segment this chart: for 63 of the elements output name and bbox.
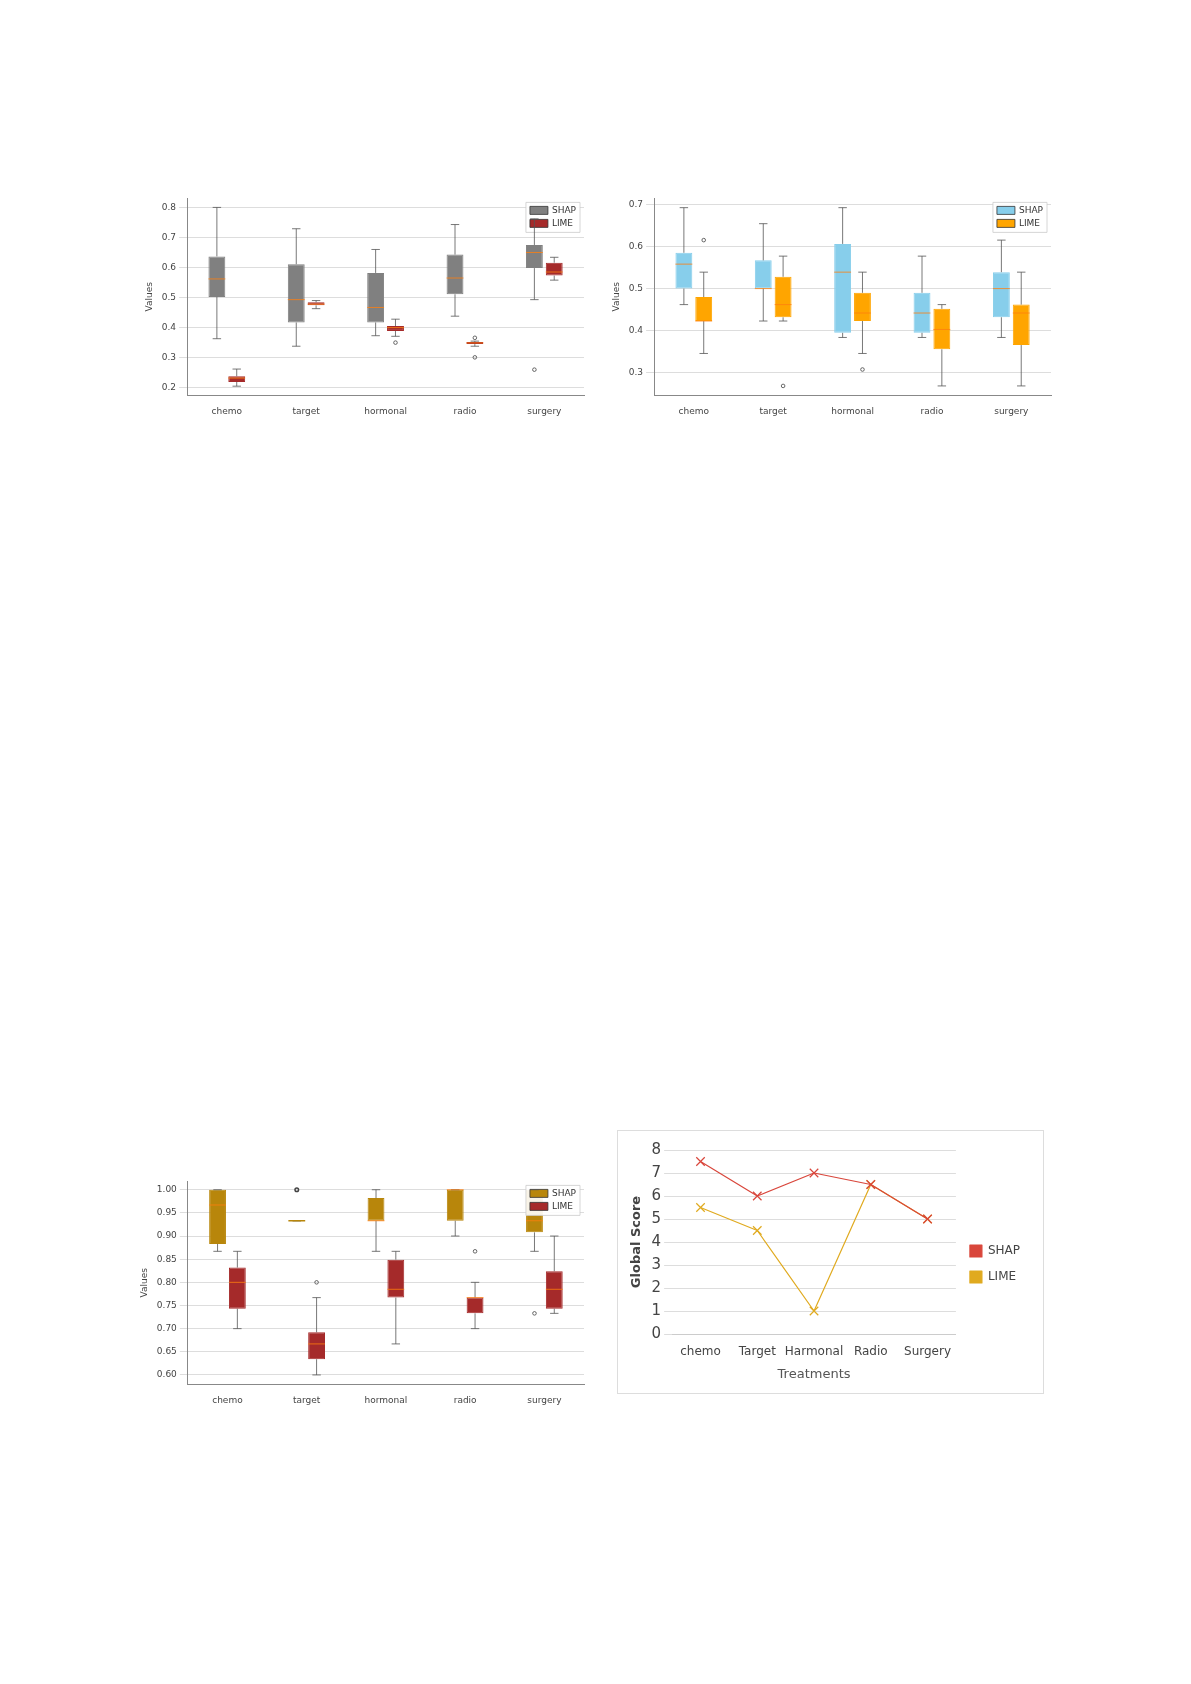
- x-tick-label: target: [759, 405, 788, 416]
- y-tick-label: 6: [651, 1185, 662, 1204]
- x-tick-label: surgery: [994, 405, 1030, 416]
- y-tick-label: 0.6: [161, 261, 177, 272]
- y-tick-label: 3: [651, 1254, 662, 1273]
- x-axis-title: Treatments: [776, 1365, 851, 1381]
- y-tick-label: 0.7: [161, 231, 177, 242]
- x-tick-label: Target: [737, 1344, 777, 1359]
- y-tick-label: 0: [651, 1323, 662, 1342]
- x-tick-label: Harmonal: [784, 1344, 844, 1359]
- y-axis-title: Values: [143, 281, 154, 312]
- y-tick-label: 0.65: [156, 1346, 177, 1357]
- y-tick-label: 0.8: [161, 201, 177, 212]
- x-tick-label: hormonal: [364, 1394, 408, 1405]
- x-tick-label: chemo: [211, 405, 243, 416]
- x-tick-label: chemo: [680, 1344, 721, 1359]
- x-tick-label: target: [293, 1394, 321, 1405]
- y-tick-label: 0.80: [156, 1276, 178, 1287]
- y-tick-label: 0.4: [161, 321, 177, 332]
- x-tick-label: radio: [920, 405, 944, 416]
- y-tick-label: 0.75: [156, 1299, 177, 1310]
- x-tick-label: chemo: [678, 405, 710, 416]
- legend-label: SHAP: [1018, 204, 1044, 215]
- x-tick-label: Radio: [853, 1344, 888, 1359]
- x-tick-label: target: [292, 405, 321, 416]
- y-tick-label: 0.5: [628, 282, 644, 293]
- y-tick-label: 2: [651, 1277, 662, 1296]
- y-tick-label: 0.6: [628, 240, 644, 251]
- legend-label: LIME: [551, 217, 574, 228]
- legend-label: LIME: [551, 1200, 574, 1211]
- legend-label: SHAP: [551, 1187, 577, 1198]
- x-tick-label: surgery: [527, 405, 563, 416]
- x-tick-label: hormonal: [831, 405, 874, 416]
- x-tick-label: chemo: [212, 1394, 244, 1405]
- y-tick-label: 1: [651, 1300, 662, 1319]
- y-tick-label: 8: [651, 1139, 662, 1158]
- y-tick-label: 0.5: [161, 291, 177, 302]
- legend-label: SHAP: [551, 204, 577, 215]
- y-axis-title: Values: [610, 281, 621, 312]
- y-axis-title: Global Score: [628, 1195, 644, 1289]
- y-tick-label: 0.60: [156, 1369, 178, 1380]
- y-tick-label: 1.00: [156, 1184, 178, 1195]
- y-tick-label: 0.70: [156, 1322, 178, 1333]
- legend-label: LIME: [1018, 217, 1041, 228]
- y-tick-label: 0.7: [628, 198, 644, 209]
- y-tick-label: 0.2: [161, 382, 177, 393]
- y-tick-label: 5: [651, 1208, 662, 1227]
- y-tick-label: 0.95: [156, 1207, 177, 1218]
- y-tick-label: 0.90: [156, 1230, 178, 1241]
- y-tick-label: 4: [651, 1231, 662, 1250]
- x-tick-label: surgery: [527, 1394, 563, 1405]
- y-tick-label: 0.3: [161, 351, 177, 362]
- legend-label: LIME: [987, 1269, 1017, 1284]
- y-tick-label: 0.85: [156, 1253, 177, 1264]
- y-tick-label: 7: [651, 1162, 662, 1181]
- y-tick-label: 0.4: [628, 325, 644, 336]
- x-tick-label: Surgery: [904, 1344, 952, 1359]
- x-tick-label: hormonal: [364, 405, 407, 416]
- x-tick-label: radio: [453, 405, 477, 416]
- y-tick-label: 0.3: [628, 367, 644, 378]
- y-axis-title: Values: [138, 1267, 149, 1298]
- x-tick-label: radio: [453, 1394, 478, 1405]
- legend-label: SHAP: [987, 1243, 1021, 1258]
